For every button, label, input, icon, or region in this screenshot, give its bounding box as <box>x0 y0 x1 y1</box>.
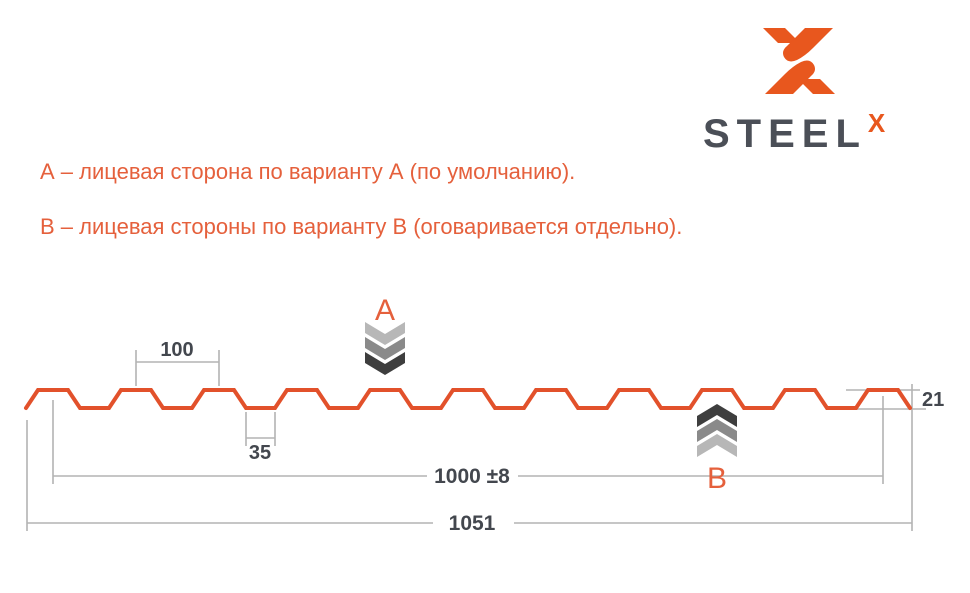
chevron-up-dark <box>697 404 737 427</box>
chevron-down-light <box>365 322 405 345</box>
side-a-marker: А <box>365 294 405 375</box>
sheet-profile <box>24 388 912 410</box>
side-a-label: А <box>375 294 395 327</box>
logo-arm-top-left <box>763 28 800 43</box>
side-b-marker: В <box>697 404 737 495</box>
brand-sup-x: X <box>867 108 886 138</box>
dim-label-overall-width: 1051 <box>449 512 496 535</box>
note-variant-a: А – лицевая сторона по варианту А (по ум… <box>40 159 576 184</box>
chevron-up-light <box>697 434 737 457</box>
note-variant-b: В – лицевая стороны по варианту В (огова… <box>40 214 683 239</box>
side-b-arrow-up-icon <box>697 404 737 457</box>
steelx-logo-icon <box>763 28 835 94</box>
dim-label-pitch: 100 <box>160 339 193 361</box>
logo-arm-bottom-right <box>798 79 835 94</box>
dim-label-height: 21 <box>922 389 944 411</box>
dim-label-working-width: 1000 ±8 <box>434 465 510 488</box>
chevron-down-mid <box>365 337 405 360</box>
brand-name: STEEL <box>703 112 867 156</box>
side-a-arrow-down-icon <box>365 322 405 375</box>
dim-label-valley: 35 <box>249 442 271 464</box>
brand-wordmark: STEELX <box>703 108 885 157</box>
chevron-up-mid <box>697 419 737 442</box>
chevron-down-dark <box>365 352 405 375</box>
side-b-label: В <box>707 462 727 495</box>
logo-hook-bottom-left <box>765 60 815 94</box>
logo-hook-top-right <box>783 28 833 62</box>
dimension-lines <box>26 350 926 531</box>
